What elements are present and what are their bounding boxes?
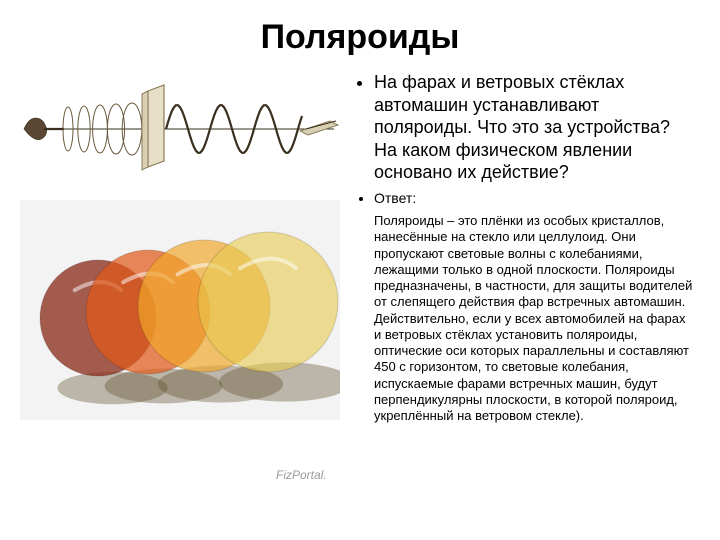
wave-diagram	[20, 71, 340, 181]
answer-label: Ответ:	[374, 190, 694, 208]
watermark-text: FizPortal.	[276, 468, 327, 482]
text-column: На фарах и ветровых стёклах автомашин ус…	[354, 71, 700, 437]
content-row: На фарах и ветровых стёклах автомашин ус…	[0, 63, 720, 437]
lenses-diagram	[20, 200, 340, 420]
answer-body: Поляроиды – это плёнки из особых кристал…	[374, 213, 694, 424]
bullet-list: На фарах и ветровых стёклах автомашин ус…	[354, 71, 694, 207]
figure-lenses	[20, 200, 340, 425]
figures-column	[20, 71, 340, 437]
question-text: На фарах и ветровых стёклах автомашин ус…	[374, 71, 694, 184]
figure-wave	[20, 71, 340, 186]
page-title: Поляроиды	[0, 0, 720, 63]
